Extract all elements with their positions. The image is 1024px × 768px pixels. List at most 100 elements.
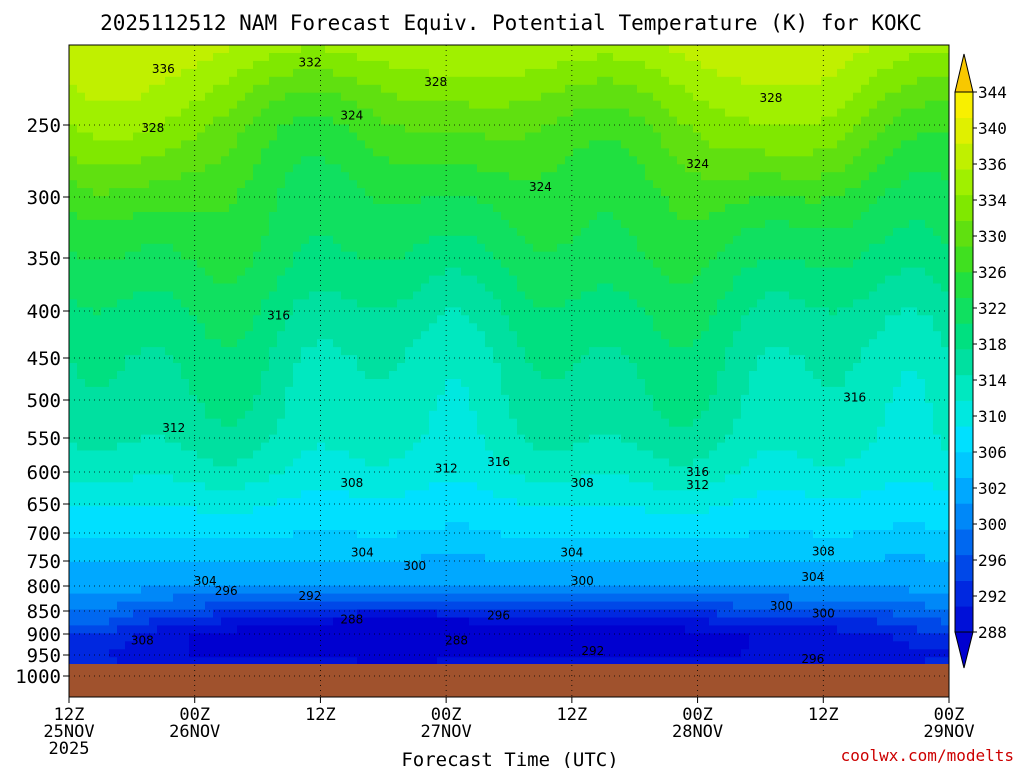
field-cell [325, 204, 334, 213]
field-cell [333, 267, 342, 277]
field-cell [85, 53, 94, 62]
field-cell [445, 498, 454, 507]
field-cell [477, 538, 486, 547]
field-cell [309, 124, 318, 134]
field-cell [333, 561, 342, 571]
field-cell [253, 212, 262, 221]
field-cell [205, 132, 214, 142]
field-cell [437, 53, 446, 62]
field-cell [309, 76, 318, 86]
field-cell [245, 569, 254, 579]
field-cell [93, 490, 102, 499]
field-cell [349, 243, 358, 253]
field-cell [469, 331, 478, 340]
field-cell [261, 180, 270, 189]
field-cell [325, 474, 334, 483]
field-cell [245, 291, 254, 301]
field-cell [277, 339, 286, 348]
field-cell [525, 355, 534, 364]
field-cell [253, 188, 262, 197]
field-cell [533, 251, 542, 261]
field-cell [405, 593, 414, 603]
field-cell [197, 641, 206, 650]
field-cell [189, 649, 198, 658]
field-cell [325, 609, 334, 619]
field-cell [333, 243, 342, 253]
field-cell [189, 458, 198, 468]
field-cell [141, 569, 150, 579]
field-cell [141, 609, 150, 619]
field-cell [69, 275, 78, 285]
field-cell [405, 347, 414, 356]
field-cell [173, 617, 182, 627]
field-cell [429, 180, 438, 189]
field-cell [317, 410, 326, 420]
field-cell [117, 426, 126, 436]
field-cell [189, 259, 198, 269]
field-cell [381, 450, 390, 460]
field-cell [261, 522, 270, 531]
field-cell [365, 243, 374, 253]
field-cell [293, 219, 302, 229]
field-cell [141, 641, 150, 650]
field-cell [109, 60, 118, 70]
field-cell [93, 482, 102, 491]
field-cell [437, 490, 446, 499]
field-cell [285, 132, 294, 142]
field-cell [445, 625, 454, 634]
field-cell [485, 53, 494, 62]
field-cell [221, 148, 230, 157]
field-cell [93, 450, 102, 460]
field-cell [461, 196, 470, 205]
field-cell [453, 259, 462, 269]
field-cell [77, 450, 86, 460]
field-cell [77, 84, 86, 94]
field-cell [333, 331, 342, 340]
field-cell [301, 641, 310, 650]
field-cell [117, 84, 126, 94]
field-cell [397, 124, 406, 134]
field-cell [381, 108, 390, 118]
field-cell [477, 315, 486, 324]
field-cell [373, 291, 382, 301]
field-cell [453, 617, 462, 627]
field-cell [221, 299, 230, 308]
field-cell [229, 100, 238, 110]
field-cell [285, 235, 294, 245]
field-cell [341, 577, 350, 587]
field-cell [293, 259, 302, 269]
field-cell [325, 490, 334, 499]
field-cell [397, 426, 406, 436]
field-cell [261, 148, 270, 157]
field-cell [365, 458, 374, 468]
field-cell [373, 641, 382, 650]
field-cell [85, 164, 94, 173]
field-cell [77, 490, 86, 499]
field-cell [197, 402, 206, 412]
field-cell [501, 418, 510, 428]
field-cell [157, 100, 166, 110]
field-cell [365, 625, 374, 634]
field-cell [205, 124, 214, 134]
field-cell [421, 156, 430, 165]
field-cell [293, 609, 302, 619]
field-cell [141, 307, 150, 316]
field-cell [205, 498, 214, 507]
field-cell [445, 410, 454, 420]
field-cell [437, 410, 446, 420]
field-cell [381, 219, 390, 229]
field-cell [141, 291, 150, 301]
field-cell [333, 68, 342, 78]
field-cell [149, 172, 158, 181]
field-cell [485, 275, 494, 285]
field-cell [141, 235, 150, 245]
field-cell [365, 219, 374, 229]
field-cell [189, 275, 198, 285]
field-cell [357, 657, 366, 666]
field-cell [149, 410, 158, 420]
field-cell [325, 410, 334, 420]
field-cell [285, 172, 294, 181]
field-cell [93, 386, 102, 396]
field-cell [77, 339, 86, 348]
field-cell [509, 243, 518, 253]
